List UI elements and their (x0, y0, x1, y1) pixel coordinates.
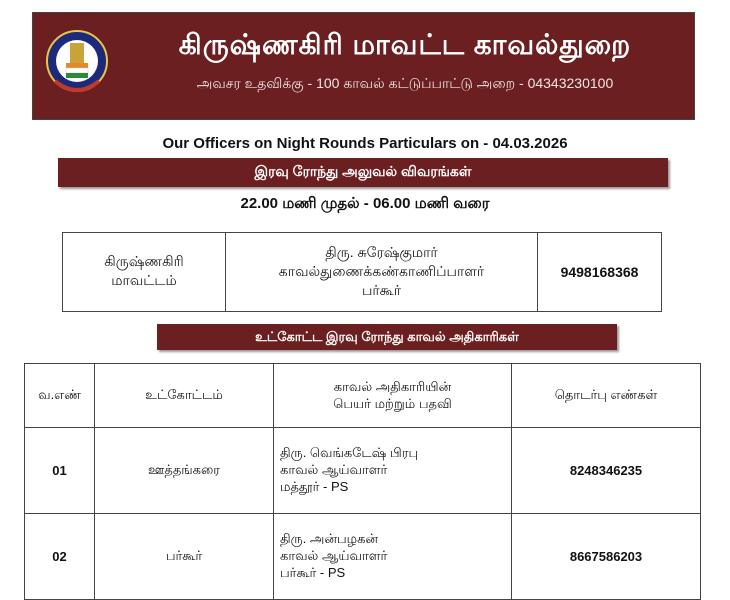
phone-cell: 9498168368 (537, 232, 662, 312)
officer-details: திரு. அன்பழகன் காவல் ஆய்வாளர் பர்கூர் - … (273, 513, 512, 600)
officer-details: திரு. வெங்கடேஷ் பிரபு காவல் ஆய்வாளர் மத்… (273, 427, 512, 514)
officer-station: பர்கூர் - PS (280, 565, 346, 580)
report-heading: Our Officers on Night Rounds Particulars… (162, 135, 568, 152)
district-name: கிருஷ்ணகிரி (104, 253, 184, 269)
officer-name: திரு. அன்பழகன் (280, 531, 379, 546)
subdivision: ஊத்தங்கரை (94, 427, 274, 514)
subdivision-officers-table: வ.எண் உட்கோட்டம் காவல் அதிகாரியின் பெயர்… (24, 363, 701, 600)
section-banner-subdivision-officers: உட்கோட்ட இரவு ரோந்து காவல் அதிகாரிகள் (157, 324, 617, 350)
header-contact: தொடர்பு எண்கள் (511, 363, 701, 428)
officer-designation: காவல் ஆய்வாளர் (280, 548, 388, 563)
phone-number: 8248346235 (511, 427, 701, 514)
officer-cell: திரு. சுரேஷ்குமார் காவல்துணைக்கண்காணிப்ப… (225, 232, 538, 312)
officer-name: திரு. சுரேஷ்குமார் (325, 243, 438, 260)
section-banner-night-rounds: இரவு ரோந்து அலுவல் விவரங்கள் (58, 158, 668, 187)
table-row: கிருஷ்ணகிரி மாவட்டம் திரு. சுரேஷ்குமார் … (62, 232, 662, 312)
header-serial: வ.எண் (24, 363, 95, 428)
serial-no: 01 (24, 427, 95, 514)
officer-designation: காவல் ஆய்வாளர் (280, 462, 388, 477)
header-officer-line1: காவல் அதிகாரியின் (333, 378, 452, 394)
officer-name: திரு. வெங்கடேஷ் பிரபு (280, 445, 419, 460)
officer-station: மத்தூர் - PS (280, 479, 349, 494)
table-row: 01 ஊத்தங்கரை திரு. வெங்கடேஷ் பிரபு காவல்… (24, 427, 701, 514)
subdivision: பர்கூர் (94, 513, 274, 600)
district-cell: கிருஷ்ணகிரி மாவட்டம் (62, 232, 226, 312)
page-title: கிருஷ்ணகிரி மாவட்ட காவல்துறை (178, 29, 632, 60)
timing: 22.00 மணி முதல் - 06.00 மணி வரை (240, 195, 490, 212)
header-subdivision: உட்கோட்டம் (94, 363, 274, 428)
officer-location: பர்கூர் (361, 281, 402, 298)
serial-no: 02 (24, 513, 95, 600)
header-officer: காவல் அதிகாரியின் பெயர் மற்றும் பதவி (273, 363, 512, 428)
table-header-row: வ.எண் உட்கோட்டம் காவல் அதிகாரியின் பெயர்… (24, 363, 701, 428)
officer-designation: காவல்துணைக்கண்காணிப்பாளர் (278, 262, 485, 279)
district-officer-table: கிருஷ்ணகிரி மாவட்டம் திரு. சுரேஷ்குமார் … (62, 232, 662, 312)
phone-number: 8667586203 (511, 513, 701, 600)
tamilnadu-police-logo (46, 30, 108, 92)
emergency-contact: அவசர உதவிக்கு - 100 காவல் கட்டுப்பாட்டு … (196, 75, 614, 91)
header-officer-line2: பெயர் மற்றும் பதவி (333, 395, 452, 411)
header-banner: கிருஷ்ணகிரி மாவட்ட காவல்துறை அவசர உதவிக்… (32, 12, 695, 120)
table-row: 02 பர்கூர் திரு. அன்பழகன் காவல் ஆய்வாளர்… (24, 513, 701, 600)
district-label: மாவட்டம் (111, 272, 177, 288)
